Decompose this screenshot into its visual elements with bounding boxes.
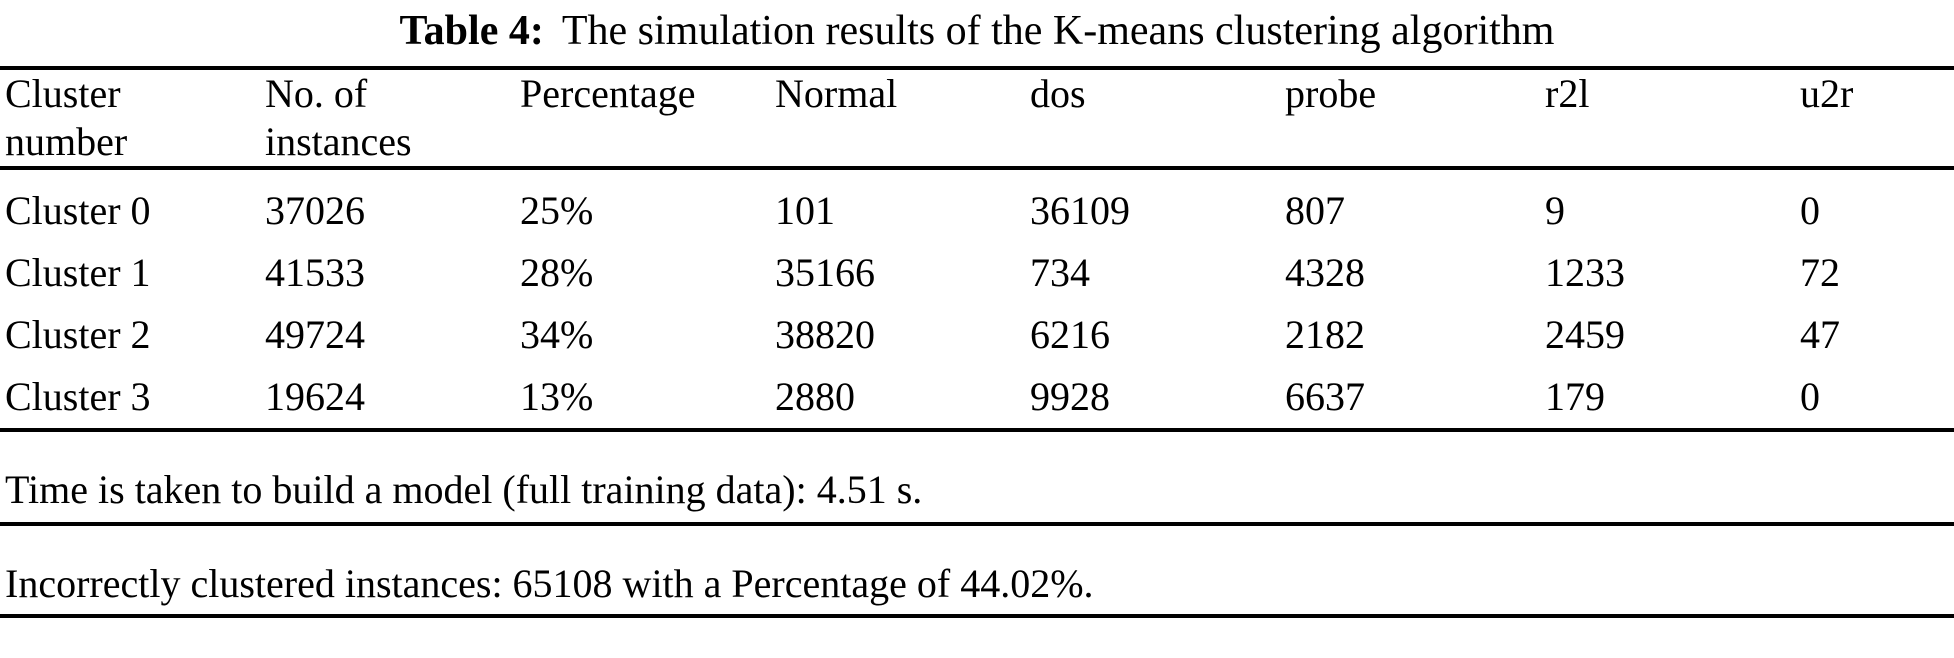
cell-u2r: 0 — [1800, 188, 1820, 233]
header-line: u2r — [1800, 71, 1854, 116]
footnote-incorrectly-clustered: Incorrectly clustered instances: 65108 w… — [0, 526, 1954, 618]
footnote-build-time: Time is taken to build a model (full tra… — [0, 432, 1954, 526]
cell-instances: 49724 — [265, 312, 365, 357]
cell-probe: 6637 — [1285, 366, 1545, 432]
cell-probe: 4328 — [1285, 250, 1365, 295]
header-cell-dos: dos — [1030, 68, 1285, 170]
cell-dos: 734 — [1030, 250, 1090, 295]
table-row-cluster-3: Cluster 3 19624 13% 2880 9928 6637 179 0 — [0, 366, 1954, 432]
header-cell-normal: Normal — [775, 68, 1030, 170]
results-table: Cluster number No. of instances Percenta… — [0, 66, 1954, 432]
cell-probe: 807 — [1285, 188, 1345, 233]
cell-dos: 6216 — [1030, 312, 1110, 357]
header-cell-percentage: Percentage — [520, 68, 775, 170]
header-cell-u2r: u2r — [1800, 68, 1954, 170]
cell-dos: 36109 — [1030, 188, 1130, 233]
header-line: probe — [1285, 71, 1377, 116]
cell-normal: 38820 — [775, 312, 875, 357]
cell-normal: 35166 — [775, 250, 875, 295]
header-line: instances — [265, 119, 412, 164]
cell-cluster-name: Cluster 3 — [0, 366, 265, 432]
table-caption-text: The simulation results of the K-means cl… — [561, 8, 1555, 54]
cell-r2l: 1233 — [1545, 250, 1625, 295]
cell-r2l: 9 — [1545, 188, 1565, 233]
table-row-cluster-1: Cluster 1 41533 28% 35166 734 4328 1233 … — [0, 242, 1954, 304]
table-caption: Table 4: The simulation results of the K-… — [0, 0, 1954, 66]
cell-percentage: 13% — [520, 366, 775, 432]
header-line: Percentage — [520, 71, 696, 116]
cell-instances: 37026 — [265, 188, 365, 233]
table-header: Cluster number No. of instances Percenta… — [0, 68, 1954, 170]
table-row-cluster-2: Cluster 2 49724 34% 38820 6216 2182 2459… — [0, 304, 1954, 366]
table-caption-label: Table 4: — [399, 8, 544, 54]
cell-u2r: 47 — [1800, 312, 1840, 357]
header-cell-probe: probe — [1285, 68, 1545, 170]
header-cell-cluster-number: Cluster number — [0, 68, 265, 170]
cell-normal: 2880 — [775, 366, 1030, 432]
header-line: number — [5, 119, 128, 164]
cell-cluster-name: Cluster 1 — [5, 250, 151, 295]
cell-r2l: 179 — [1545, 366, 1800, 432]
cell-percentage: 28% — [520, 250, 594, 295]
header-line: No. of — [265, 71, 368, 116]
header-line: Cluster — [5, 71, 121, 116]
table-row-cluster-0: Cluster 0 37026 25% 101 36109 807 9 0 — [0, 168, 1954, 242]
table-body: Cluster 0 37026 25% 101 36109 807 9 0 Cl… — [0, 168, 1954, 432]
cell-percentage: 25% — [520, 188, 594, 233]
cell-cluster-name: Cluster 2 — [5, 312, 151, 357]
cell-u2r: 72 — [1800, 250, 1840, 295]
cell-instances: 19624 — [265, 366, 520, 432]
header-row: Cluster number No. of instances Percenta… — [0, 68, 1954, 170]
cell-cluster-name: Cluster 0 — [5, 188, 151, 233]
header-cell-no-of-instances: No. of instances — [265, 68, 520, 170]
cell-normal: 101 — [775, 188, 835, 233]
header-line: Normal — [775, 71, 898, 116]
cell-r2l: 2459 — [1545, 312, 1625, 357]
cell-instances: 41533 — [265, 250, 365, 295]
header-line: r2l — [1545, 71, 1590, 116]
cell-u2r: 0 — [1800, 366, 1954, 432]
cell-percentage: 34% — [520, 312, 594, 357]
header-cell-r2l: r2l — [1545, 68, 1800, 170]
header-line: dos — [1030, 71, 1086, 116]
cell-probe: 2182 — [1285, 312, 1365, 357]
cell-dos: 9928 — [1030, 366, 1285, 432]
